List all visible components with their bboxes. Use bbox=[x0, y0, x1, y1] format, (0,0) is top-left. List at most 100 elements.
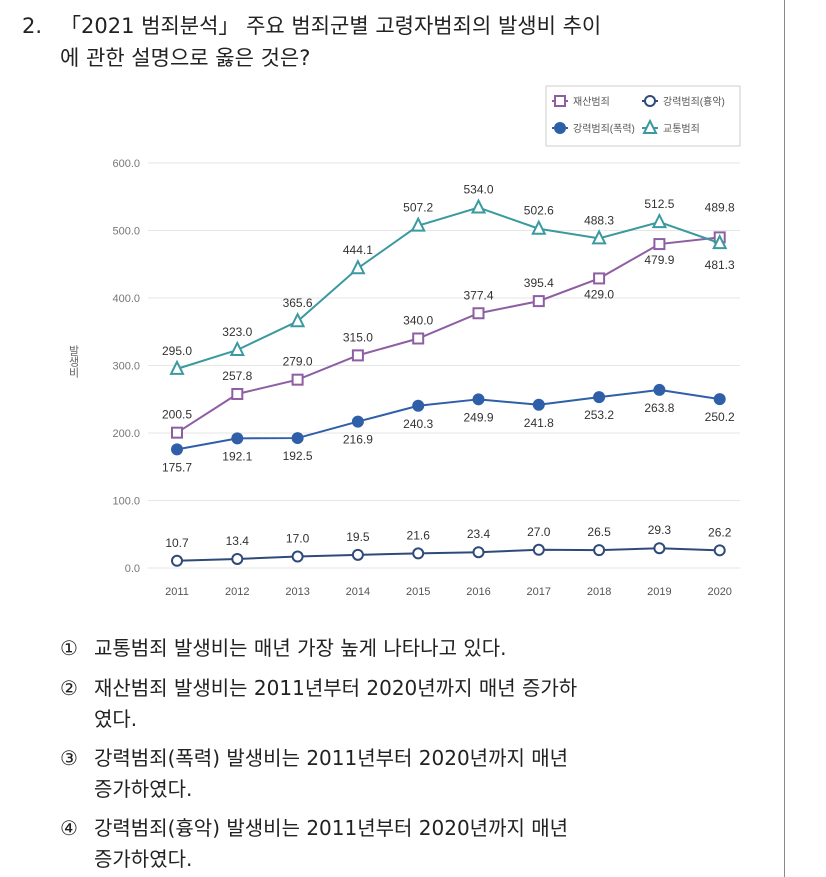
series-1: 10.7 13.4 17.0 19.5 21.6 23.4 27.0 26.5 29.3 26.2 bbox=[165, 523, 732, 567]
y-tick-label: 200.0 bbox=[112, 428, 140, 440]
legend-label: 교통범죄 bbox=[663, 123, 700, 135]
data-label: 27.0 bbox=[527, 525, 551, 539]
data-label: 10.7 bbox=[165, 536, 189, 550]
data-label: 395.4 bbox=[524, 276, 554, 290]
legend: 재산범죄 강력범죄(흉악) 강력범죄(폭력) 교통범죄 bbox=[545, 85, 741, 147]
x-tick-label: 2019 bbox=[647, 586, 671, 598]
y-axis-label: 발생비 bbox=[67, 345, 79, 378]
data-label: 250.2 bbox=[705, 410, 735, 424]
option-2[interactable]: ② 재산범죄 발생비는 2011년부터 2020년까지 매년 증가하 였다. bbox=[60, 673, 760, 735]
data-point bbox=[712, 233, 728, 250]
option-text: 교통범죄 발생비는 매년 가장 높게 나타나고 있다. bbox=[94, 636, 507, 660]
data-label: 17.0 bbox=[286, 532, 310, 546]
data-point bbox=[532, 398, 545, 411]
data-point bbox=[472, 307, 485, 320]
y-tick-label: 300.0 bbox=[112, 361, 140, 373]
data-point bbox=[653, 542, 666, 555]
data-label: 192.5 bbox=[283, 449, 313, 463]
question-line-2: 에 관한 설명으로 옳은 것은? bbox=[60, 46, 311, 70]
option-mark: ① bbox=[60, 636, 78, 660]
data-label: 23.4 bbox=[467, 527, 491, 541]
series-0: 200.5 257.8 279.0 315.0 340.0 377.4 395.4 429.0… bbox=[162, 200, 735, 439]
question: 2. 「2021 범죄분석」 주요 범죄군별 고령자범죄의 발생비 추이 에 관한… bbox=[22, 10, 772, 74]
data-point bbox=[412, 332, 425, 345]
x-tick-label: 2017 bbox=[527, 586, 551, 598]
data-point bbox=[593, 272, 606, 285]
y-tick-label: 500.0 bbox=[112, 226, 140, 238]
x-tick-label: 2015 bbox=[406, 586, 430, 598]
x-tick-label: 2014 bbox=[346, 586, 370, 598]
x-tick-label: 2012 bbox=[225, 586, 249, 598]
data-point bbox=[351, 548, 364, 561]
data-point bbox=[470, 198, 487, 214]
data-label: 175.7 bbox=[162, 460, 192, 474]
legend-label: 강력범죄(폭력) bbox=[573, 123, 635, 135]
option-text-cont: 증가하였다. bbox=[94, 777, 193, 801]
data-point bbox=[231, 552, 244, 565]
data-label: 26.2 bbox=[708, 525, 732, 539]
data-label: 26.5 bbox=[587, 525, 611, 539]
y-tick-label: 400.0 bbox=[112, 293, 140, 305]
data-point bbox=[412, 547, 425, 560]
legend-label: 재산범죄 bbox=[573, 96, 610, 108]
option-text: 강력범죄(폭력) 발생비는 2011년부터 2020년까지 매년 bbox=[94, 746, 569, 770]
data-label: 488.3 bbox=[584, 213, 614, 227]
data-point bbox=[291, 550, 304, 563]
data-label: 263.8 bbox=[644, 401, 674, 415]
option-1[interactable]: ① 교통범죄 발생비는 매년 가장 높게 나타나고 있다. bbox=[60, 633, 760, 664]
option-mark: ③ bbox=[60, 746, 78, 770]
data-point bbox=[351, 415, 364, 428]
column-divider bbox=[784, 0, 785, 877]
data-point bbox=[291, 373, 304, 386]
option-4[interactable]: ④ 강력범죄(흉악) 발생비는 2011년부터 2020년까지 매년 증가하였다. bbox=[60, 813, 760, 875]
data-point bbox=[291, 432, 304, 445]
legend-label: 강력범죄(흉악) bbox=[663, 95, 725, 108]
x-tick-label: 2020 bbox=[707, 586, 731, 598]
data-label: 21.6 bbox=[407, 528, 431, 542]
option-text: 강력범죄(흉악) 발생비는 2011년부터 2020년까지 매년 bbox=[94, 816, 569, 840]
data-label: 295.0 bbox=[162, 344, 192, 358]
data-point bbox=[593, 391, 606, 404]
data-label: 13.4 bbox=[226, 534, 250, 548]
data-point bbox=[229, 340, 245, 356]
data-label: 19.5 bbox=[346, 530, 370, 544]
data-point bbox=[554, 95, 566, 107]
data-label: 200.5 bbox=[162, 408, 192, 422]
data-label: 315.0 bbox=[343, 330, 373, 344]
data-point bbox=[653, 383, 666, 396]
option-text-cont: 였다. bbox=[94, 707, 138, 731]
data-point bbox=[169, 359, 185, 375]
data-label: 534.0 bbox=[463, 183, 493, 197]
data-label: 323.0 bbox=[222, 325, 252, 339]
data-point bbox=[231, 432, 244, 445]
data-point bbox=[171, 554, 183, 567]
data-label: 479.9 bbox=[644, 253, 674, 267]
data-label: 192.1 bbox=[222, 449, 252, 463]
x-tick-label: 2013 bbox=[285, 586, 309, 598]
data-label: 507.2 bbox=[403, 201, 433, 215]
data-label: 429.0 bbox=[584, 287, 614, 301]
data-label: 240.3 bbox=[403, 417, 433, 431]
data-point bbox=[642, 118, 658, 134]
question-line-1: 「2021 범죄분석」 주요 범죄군별 고령자범죄의 발생비 추이 bbox=[60, 14, 602, 38]
data-point bbox=[593, 544, 606, 557]
data-point bbox=[350, 258, 366, 275]
data-point bbox=[554, 122, 566, 134]
data-label: 481.3 bbox=[705, 258, 735, 272]
y-tick-label: 600.0 bbox=[112, 158, 140, 170]
y-tick-label: 0.0 bbox=[125, 563, 140, 575]
legend-box bbox=[545, 85, 741, 147]
data-label: 29.3 bbox=[648, 523, 672, 537]
x-tick-label: 2018 bbox=[587, 586, 611, 598]
series-3: 295.0 323.0 365.6 444.1 507.2 534.0 502.6 488.3… bbox=[162, 183, 735, 375]
data-label: 279.0 bbox=[283, 355, 313, 369]
data-label: 444.1 bbox=[343, 243, 373, 257]
y-tick-label: 100.0 bbox=[112, 496, 140, 508]
data-label: 257.8 bbox=[222, 369, 252, 383]
data-label: 249.9 bbox=[463, 410, 493, 424]
data-point bbox=[532, 295, 545, 308]
data-point bbox=[644, 95, 656, 107]
